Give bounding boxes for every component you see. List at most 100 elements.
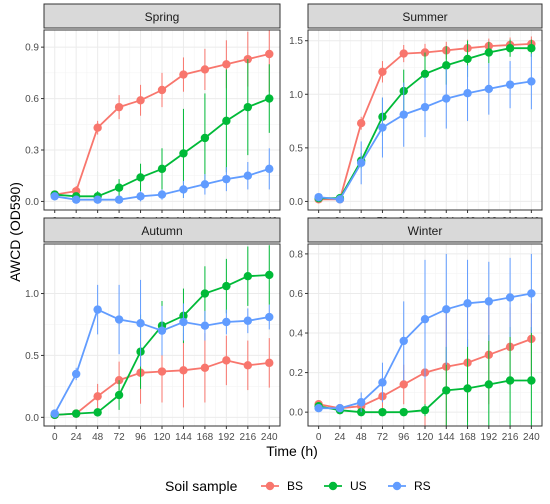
data-point <box>136 96 145 105</box>
data-point <box>200 133 210 143</box>
facet-panels: Spring 0.0 0.3 0.6 0.9 0 24 48 72 96 120 144 168 192 2… <box>25 3 543 443</box>
series-us <box>50 59 274 202</box>
data-point <box>356 158 366 168</box>
data-point <box>114 183 124 192</box>
data-point <box>527 376 536 385</box>
legend-key-point <box>265 481 275 491</box>
data-point <box>399 49 408 58</box>
y-tick-label: 1.0 <box>289 90 303 101</box>
x-tick-label: 48 <box>356 432 368 443</box>
series-rs <box>50 279 274 418</box>
legend-entry-us: US <box>324 479 367 493</box>
data-point <box>527 44 536 53</box>
data-point <box>136 319 145 328</box>
data-point <box>157 367 167 376</box>
data-point <box>222 281 231 291</box>
data-point <box>222 317 231 327</box>
data-point <box>463 384 472 393</box>
y-tick-label: 0.9 <box>25 43 39 54</box>
legend-key-point <box>392 481 402 491</box>
data-point <box>505 44 515 53</box>
data-point <box>265 94 274 103</box>
data-point <box>179 149 188 158</box>
data-point <box>265 49 274 59</box>
data-point <box>505 80 515 89</box>
legend-entry-bs: BS <box>261 479 303 493</box>
data-point <box>243 271 253 281</box>
legend-title: Soil sample <box>165 478 238 494</box>
data-point <box>114 102 124 112</box>
data-point <box>243 316 253 325</box>
data-point <box>157 326 167 335</box>
data-point <box>114 390 124 400</box>
x-tick-label: 96 <box>135 432 147 443</box>
data-point <box>71 369 81 379</box>
data-point <box>442 386 451 395</box>
data-point <box>399 407 408 417</box>
panel-border <box>307 243 543 427</box>
data-point <box>265 164 274 174</box>
facet-strip-label: Spring <box>145 10 180 24</box>
facet-panel: Summer0.00.51.01.50244872961201441681922… <box>289 3 543 227</box>
data-point <box>71 195 81 204</box>
x-tick-label: 0 <box>316 432 322 443</box>
x-tick-label: 24 <box>71 432 83 443</box>
data-point <box>442 61 451 70</box>
data-point <box>114 315 124 324</box>
x-tick-label: 72 <box>114 432 126 443</box>
x-tick-label: 216 <box>239 432 256 443</box>
data-point <box>243 102 253 112</box>
x-tick-label: 96 <box>398 432 410 443</box>
legend-label: US <box>350 479 367 493</box>
data-point <box>420 314 430 324</box>
legend-key-point <box>328 481 338 491</box>
facet-strip <box>43 217 281 243</box>
data-point <box>505 376 515 385</box>
facet-strip-label: Summer <box>402 10 447 24</box>
data-point <box>157 190 167 199</box>
data-point <box>399 380 408 389</box>
data-point <box>335 403 345 413</box>
panel-border <box>43 29 281 211</box>
x-tick-label: 48 <box>92 432 104 443</box>
data-point <box>399 110 408 119</box>
data-point <box>222 60 231 69</box>
facet-panel: Winter 0.0 0.2 0.4 0.6 0.8 0 24 48 72 96 120 144 168 1… <box>289 217 543 443</box>
data-point <box>93 392 102 401</box>
x-axis-label: Time (h) <box>266 443 318 459</box>
data-point <box>484 84 494 94</box>
data-point <box>222 356 231 365</box>
y-tick-label: 1.5 <box>289 36 303 47</box>
data-point <box>93 305 102 314</box>
data-point <box>265 270 274 280</box>
data-point <box>200 363 210 373</box>
data-point <box>505 293 515 302</box>
data-point <box>442 94 451 103</box>
data-point <box>93 195 102 204</box>
data-point <box>114 195 124 204</box>
data-point <box>157 164 167 174</box>
data-point <box>527 289 536 298</box>
data-point <box>356 119 366 128</box>
data-point <box>378 407 387 417</box>
x-tick-label: 240 <box>523 432 540 443</box>
data-point <box>50 409 59 418</box>
data-point <box>420 405 430 415</box>
legend-label: RS <box>414 479 431 493</box>
data-point <box>157 85 167 95</box>
x-tick-label: 192 <box>218 432 235 443</box>
x-tick-label: 192 <box>480 432 497 443</box>
y-tick-label: 0.0 <box>289 197 303 208</box>
x-tick-label: 120 <box>417 432 434 443</box>
series-us <box>314 327 536 426</box>
y-tick-label: 0.5 <box>289 143 303 154</box>
facet-strip <box>307 217 543 243</box>
facet-strip-label: Winter <box>408 224 443 238</box>
facet-panel: Spring0.00.30.60.90244872961201441681922… <box>25 3 281 227</box>
x-tick-label: 144 <box>175 432 192 443</box>
y-tick-label: 0.5 <box>25 351 39 362</box>
facet-strip <box>307 3 543 29</box>
y-tick-label: 1.0 <box>25 289 39 300</box>
series-rs <box>314 253 536 413</box>
facet-panel: Autumn 0.0 0.5 1.0 0 24 48 72 96 120 144 168 192 216 2… <box>25 217 281 443</box>
